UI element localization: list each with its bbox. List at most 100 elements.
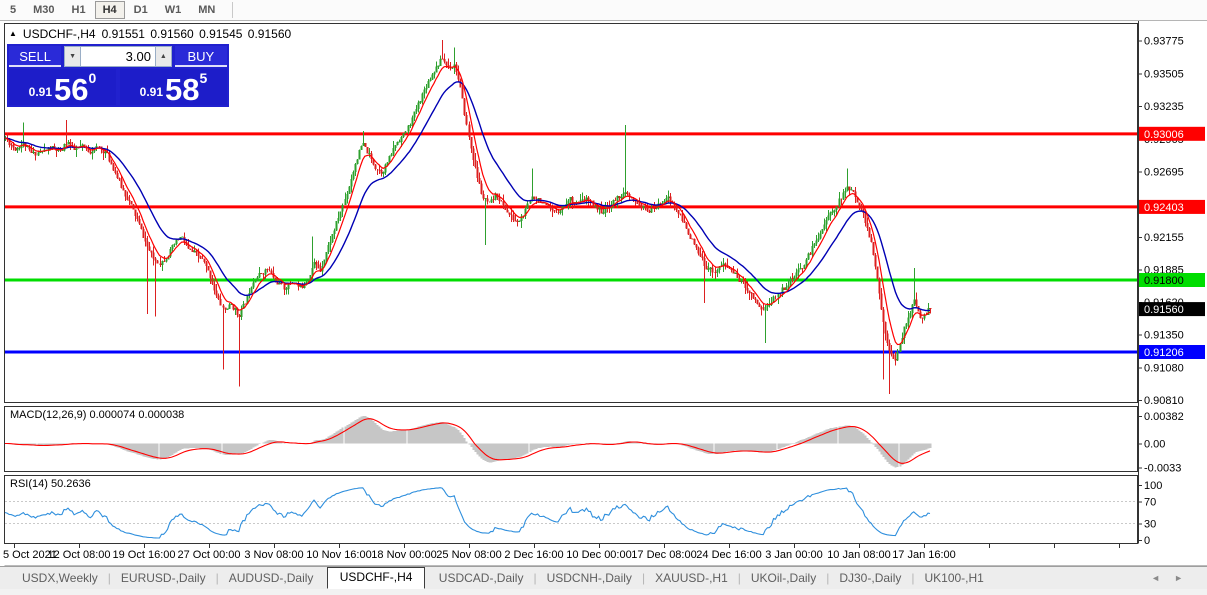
price-badge-0.91560 xyxy=(1139,302,1205,317)
price-tick-0.90810: 0.90810 xyxy=(1144,395,1184,407)
timeframe-button-w1[interactable]: W1 xyxy=(164,4,182,16)
rsi-panel xyxy=(4,487,1137,539)
macd-tick--0.0033: -0.0033 xyxy=(1144,462,1181,474)
price-tick-0.93775: 0.93775 xyxy=(1144,36,1184,48)
rsi-tick-0: 0 xyxy=(1144,535,1150,547)
tab-separator: | xyxy=(826,571,830,585)
chart-tab-ukoil-daily[interactable]: UKOil-,Daily xyxy=(750,571,817,585)
chart-tab-audusd-daily[interactable]: AUDUSD-,Daily xyxy=(228,571,314,585)
chart-tab-usdx-weekly[interactable]: USDX,Weekly xyxy=(22,571,98,585)
date-label-1: 12 Oct 08:00 xyxy=(48,549,111,561)
rsi-tick-30: 30 xyxy=(1144,519,1156,531)
chart-tab-usdcnh-daily[interactable]: USDCNH-,Daily xyxy=(546,571,632,585)
open-value: 0.91551 xyxy=(101,27,145,41)
moving-averages xyxy=(4,65,931,346)
tab-separator: | xyxy=(215,571,219,585)
tab-scroll-left-icon[interactable]: ◄ xyxy=(1151,573,1175,583)
macd-tick-0.00: 0.00 xyxy=(1144,439,1165,451)
price-tick-0.92155: 0.92155 xyxy=(1144,232,1184,244)
price-tick-0.91350: 0.91350 xyxy=(1144,330,1184,342)
macd-panel xyxy=(5,416,932,468)
date-label-8: 2 Dec 16:00 xyxy=(504,549,563,561)
timeframe-button-h1[interactable]: H1 xyxy=(71,4,86,16)
timeframe-button-mn[interactable]: MN xyxy=(198,4,216,16)
support-resistance-lines xyxy=(5,132,1137,354)
chart-tab-xauusd-h1[interactable]: XAUUSD-,H1 xyxy=(655,571,728,585)
sell-price-big-digits: 56 xyxy=(54,72,89,107)
status-bar xyxy=(0,589,1207,595)
date-label-5: 10 Nov 16:00 xyxy=(306,549,371,561)
date-label-6: 18 Nov 00:00 xyxy=(371,549,436,561)
price-badge-0.91800 xyxy=(1139,273,1205,287)
date-label-13: 10 Jan 08:00 xyxy=(827,549,891,561)
price-tick-0.92695: 0.92695 xyxy=(1144,167,1184,179)
macd-signal-line xyxy=(5,418,931,464)
timeframe-button-5[interactable]: 5 xyxy=(10,4,17,16)
price-tick-0.93235: 0.93235 xyxy=(1144,101,1184,113)
toolbar-separator xyxy=(232,2,234,18)
timeframe-button-d1[interactable]: D1 xyxy=(133,4,148,16)
low-value: 0.91545 xyxy=(199,27,243,41)
high-value: 0.91560 xyxy=(150,27,194,41)
chart-tab-usdchf-h4[interactable]: USDCHF-,H4 xyxy=(326,567,426,589)
buy-price-prefix: 0.91 xyxy=(139,85,164,99)
rsi-tick-70: 70 xyxy=(1144,497,1156,509)
svg-text:0.93006: 0.93006 xyxy=(1144,129,1184,141)
date-label-0: 5 Oct 2021 xyxy=(3,549,57,561)
sell-price-button[interactable]: 0.91 56 0 xyxy=(9,69,116,105)
volume-increase-button[interactable]: ▲ xyxy=(154,46,172,67)
ma-slow-line xyxy=(4,81,931,312)
date-label-12: 3 Jan 00:00 xyxy=(765,549,823,561)
price-tick-0.93505: 0.93505 xyxy=(1144,68,1184,80)
ma-fast-line xyxy=(4,65,931,346)
timeframe-toolbar: 5 M30 H1 H4 D1 W1 MN xyxy=(0,0,1207,21)
panel-borders xyxy=(4,23,1207,566)
buy-button[interactable]: BUY xyxy=(174,46,227,67)
chart-tab-uk100-h1[interactable]: UK100-,H1 xyxy=(924,571,984,585)
tab-separator: | xyxy=(641,571,646,585)
date-label-9: 10 Dec 00:00 xyxy=(566,549,631,561)
timeframe-button-m30[interactable]: M30 xyxy=(33,4,55,16)
ohlc-values: 0.91551 0.91560 0.91545 0.91560 xyxy=(102,27,294,41)
close-value: 0.91560 xyxy=(247,27,292,41)
buy-price-big-digits: 58 xyxy=(165,72,200,107)
chart-symbol-label: USDCHF-,H4 xyxy=(22,27,96,41)
chart-tab-eurusd-daily[interactable]: EURUSD-,Daily xyxy=(120,571,206,585)
date-label-4: 3 Nov 08:00 xyxy=(244,549,303,561)
rsi-tick-100: 100 xyxy=(1144,480,1162,492)
tab-scroll-right-icon[interactable]: ► xyxy=(1174,573,1197,583)
tab-separator: | xyxy=(911,571,915,585)
sell-price-pipette: 0 xyxy=(88,70,97,86)
symbol-tab-bar: ◄► USDX,Weekly | EURUSD-,Daily | AUDUSD-,Dai… xyxy=(0,566,1207,589)
price-badge-0.93006 xyxy=(1139,126,1205,141)
rsi-indicator-label: RSI(14) 50.2636 xyxy=(10,478,91,490)
rsi-current-value: 50.2636 xyxy=(50,478,91,490)
collapse-trade-panel-icon[interactable]: ▲ xyxy=(9,28,17,38)
chart-tab-usdcad-daily[interactable]: USDCAD-,Daily xyxy=(438,571,524,585)
date-label-2: 19 Oct 16:00 xyxy=(113,549,176,561)
date-label-3: 27 Oct 00:00 xyxy=(178,549,241,561)
price-badges: 0.93006 0.92403 0.91800 0.91206 0.91560 xyxy=(1139,126,1205,359)
rsi-line xyxy=(4,487,931,539)
svg-text:0.91800: 0.91800 xyxy=(1144,275,1184,287)
tab-separator: | xyxy=(737,571,741,585)
volume-decrease-button[interactable]: ▼ xyxy=(64,46,81,67)
chart-header: ▲ USDCHF-,H4 0.91551 0.91560 0.91545 0.9… xyxy=(9,27,293,41)
chart-tab-dj30-daily[interactable]: DJ30-,Daily xyxy=(839,571,902,585)
buy-price-button[interactable]: 0.91 58 5 xyxy=(120,69,227,105)
macd-indicator-label: MACD(12,26,9) 0.000074 0.000038 xyxy=(10,409,185,421)
buy-price-pipette: 5 xyxy=(199,70,208,86)
date-label-11: 24 Dec 16:00 xyxy=(696,549,761,561)
price-badge-0.92403 xyxy=(1139,199,1205,214)
date-label-14: 17 Jan 16:00 xyxy=(892,549,956,561)
timeframe-button-h4[interactable]: H4 xyxy=(94,1,125,19)
macd-current-values: 0.000074 0.000038 xyxy=(89,409,185,421)
sell-button[interactable]: SELL xyxy=(9,46,62,67)
macd-histogram xyxy=(6,416,932,468)
tab-separator: | xyxy=(107,571,111,585)
volume-input[interactable] xyxy=(80,46,155,67)
macd-tick-0.00382: 0.00382 xyxy=(1144,411,1184,423)
